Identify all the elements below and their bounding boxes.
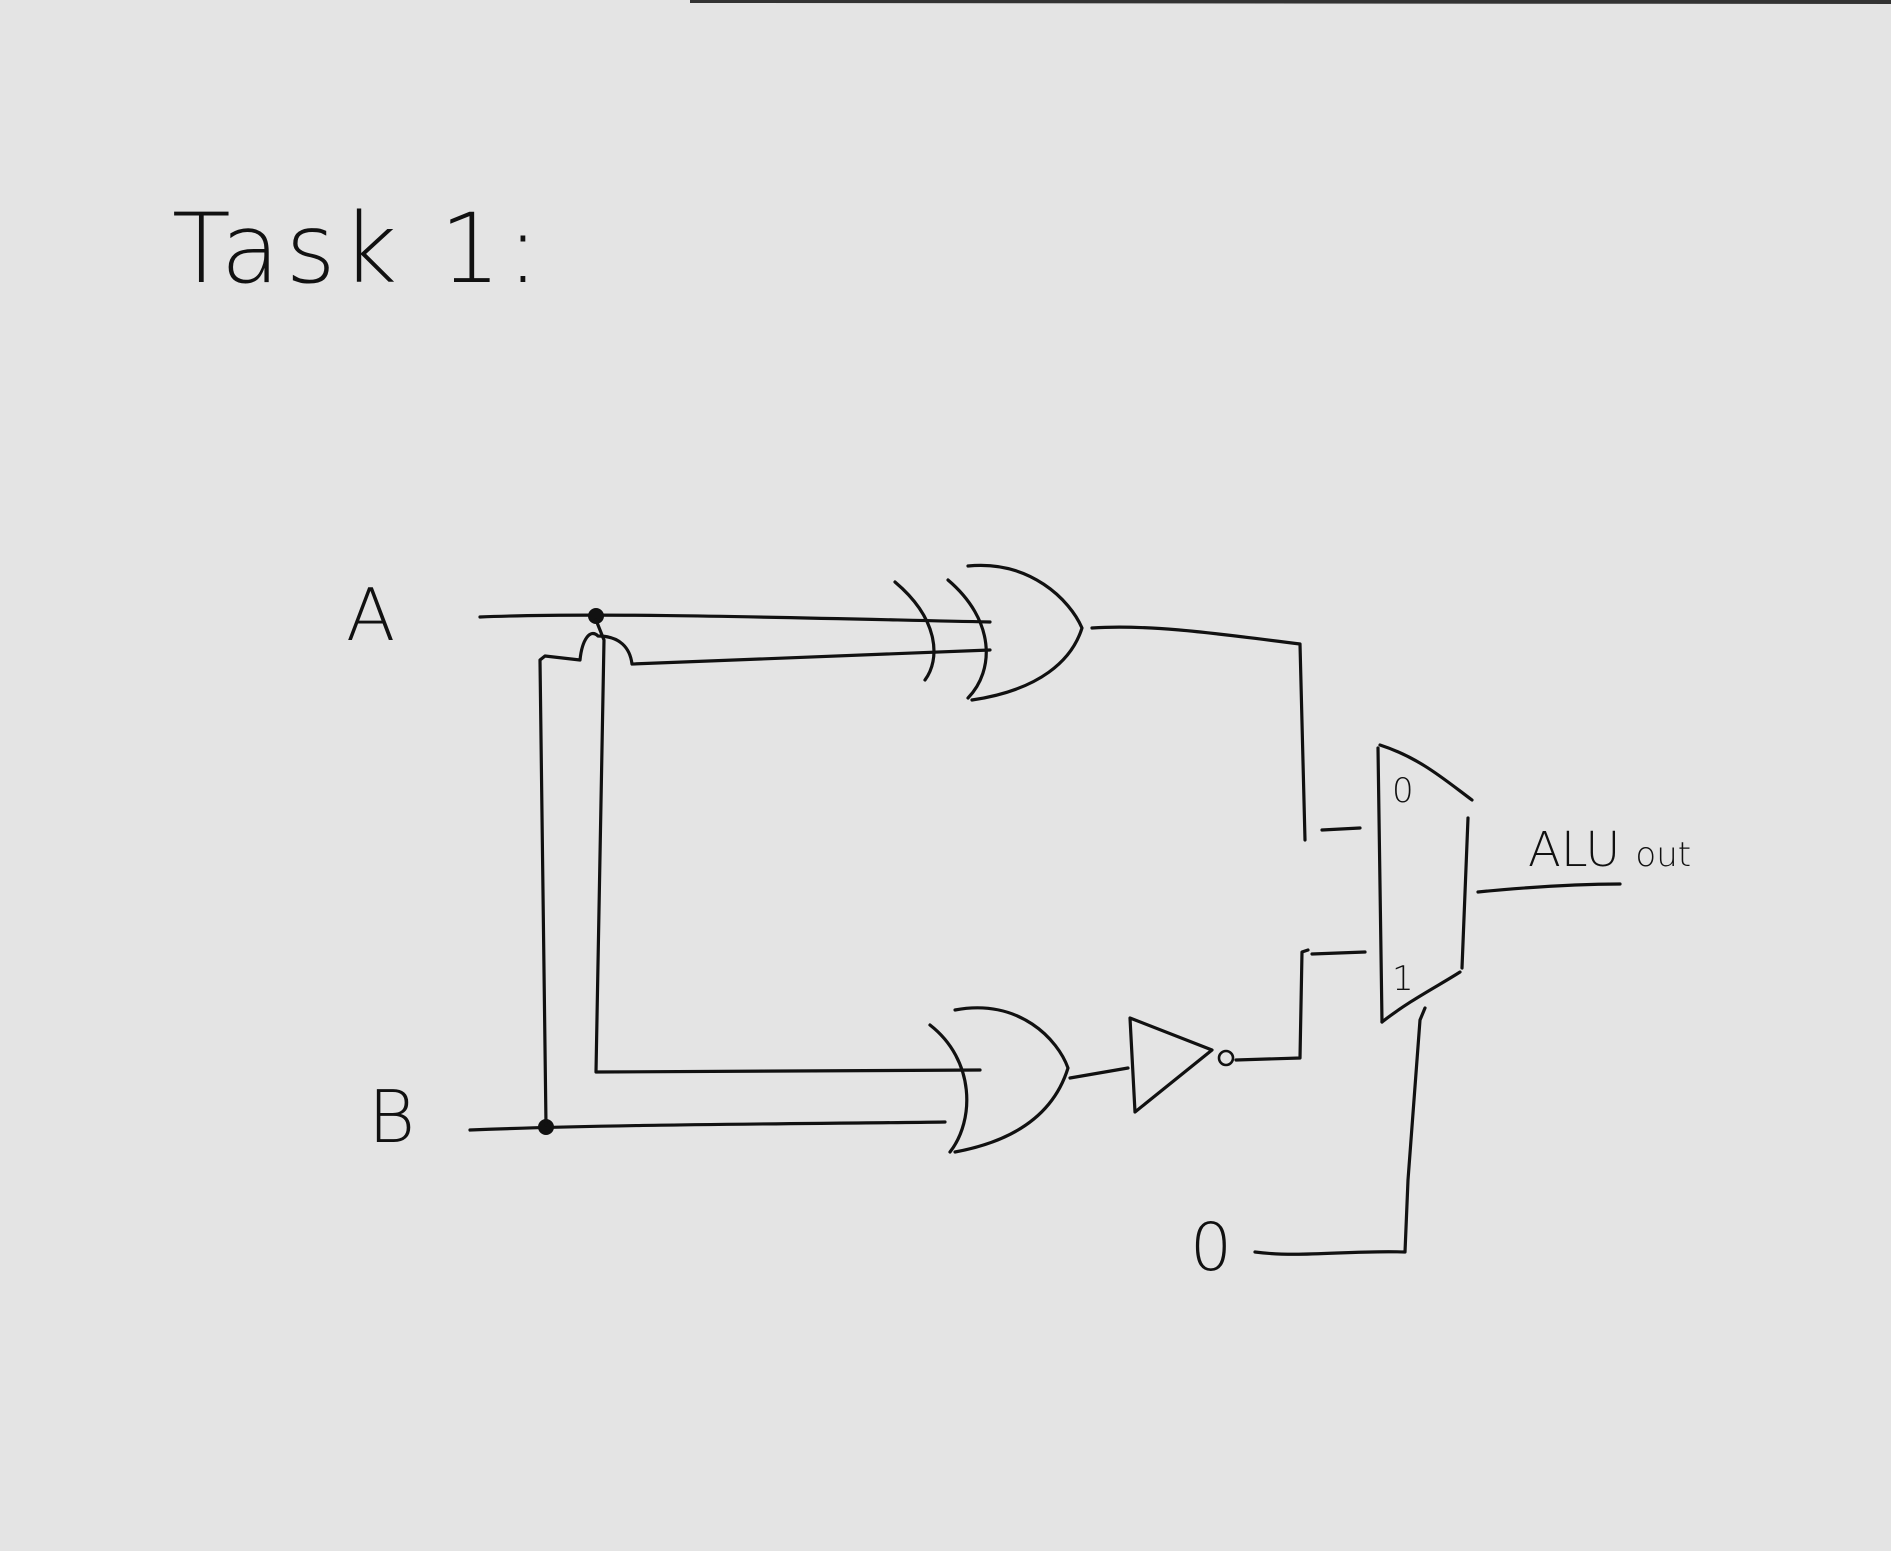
wire-alu-out xyxy=(1476,882,1622,894)
wire-not-out xyxy=(1234,948,1310,1062)
wire-xor-out xyxy=(1090,625,1307,842)
wire-a-branch xyxy=(594,618,982,1074)
paper-edge xyxy=(690,0,1891,4)
alu-output-suffix: out xyxy=(1635,835,1691,875)
page-title: Task 1: xyxy=(172,193,545,305)
input-a-label: A xyxy=(346,573,395,657)
wire-select xyxy=(1253,1006,1427,1256)
constant-zero-label: 0 xyxy=(1190,1209,1232,1286)
input-b-label: B xyxy=(368,1075,415,1159)
junction-b xyxy=(538,1119,554,1135)
junction-a xyxy=(588,608,604,624)
alu-output-label: ALU out xyxy=(1528,822,1691,878)
wire-mux-in1 xyxy=(1310,950,1367,956)
not-gate xyxy=(1128,1016,1235,1114)
wire-mux-in0 xyxy=(1320,826,1362,832)
wire-a xyxy=(478,613,992,624)
multiplexer xyxy=(1376,743,1474,1024)
mux-input-0-label: 0 xyxy=(1392,771,1414,811)
alu-output-main: ALU xyxy=(1528,822,1620,878)
wire-b xyxy=(468,1120,947,1132)
or-gate xyxy=(928,1006,1070,1154)
xor-gate xyxy=(893,563,1084,702)
wire-b-branch xyxy=(538,631,992,1127)
mux-input-1-label: 1 xyxy=(1392,959,1414,999)
wire-or-out xyxy=(1068,1066,1130,1080)
